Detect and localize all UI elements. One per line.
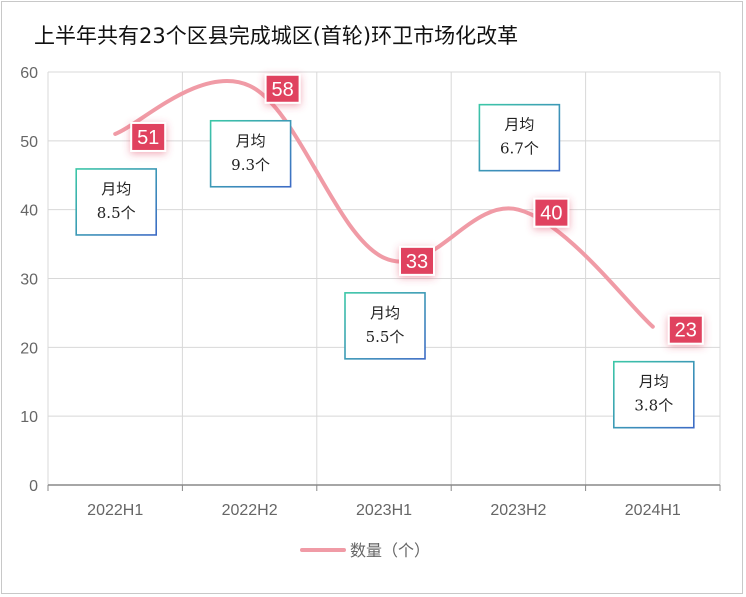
x-tick-label: 2022H1 bbox=[87, 502, 143, 519]
annotation-box: 月均 9.3个 bbox=[209, 119, 292, 188]
legend[interactable]: 数量（个） bbox=[300, 541, 430, 560]
legend-label: 数量（个） bbox=[350, 541, 430, 560]
data-label-bg bbox=[264, 73, 301, 104]
annotation-line2: 9.3个 bbox=[231, 156, 270, 174]
annotation-line2: 5.5个 bbox=[366, 328, 405, 346]
y-tick-label: 50 bbox=[20, 134, 38, 151]
data-label-bg bbox=[399, 245, 435, 276]
x-tick-label: 2023H2 bbox=[490, 502, 546, 519]
y-tick-label: 20 bbox=[20, 340, 38, 357]
data-label: 58 bbox=[264, 73, 301, 104]
annotation-line1: 月均 bbox=[639, 373, 669, 391]
annotation-line2: 8.5个 bbox=[97, 204, 136, 222]
data-label: 51 bbox=[130, 121, 167, 152]
axis-layer: 0 10 20 30 40 50 60 2022H1 2022H2 2023H1 2023H2 202… bbox=[20, 65, 721, 519]
data-label-bg bbox=[533, 197, 570, 228]
series-line-layer bbox=[113, 78, 655, 329]
annotation-box: 月均 5.5个 bbox=[344, 292, 426, 360]
x-tick-label: 2024H1 bbox=[625, 502, 681, 519]
annotation-border bbox=[75, 168, 157, 236]
y-tick-label: 30 bbox=[20, 272, 38, 289]
annotation-line1: 月均 bbox=[504, 116, 534, 134]
x-tick-label: 2023H1 bbox=[356, 502, 412, 519]
data-label: 23 bbox=[667, 314, 704, 345]
data-label: 40 bbox=[533, 197, 570, 228]
data-label-text: 23 bbox=[675, 320, 697, 342]
data-label-text: 40 bbox=[540, 203, 562, 225]
annotation-border bbox=[209, 119, 292, 188]
annotation-line1: 月均 bbox=[236, 132, 266, 150]
data-label: 33 bbox=[399, 245, 435, 276]
annotation-border bbox=[344, 292, 426, 360]
chart-title: 上半年共有23个区县完成城区(首轮)环卫市场化改革 bbox=[34, 24, 519, 48]
y-tick-label: 10 bbox=[20, 409, 38, 426]
annotation-line2: 3.8个 bbox=[634, 397, 673, 415]
annotation-box: 月均 8.5个 bbox=[75, 168, 157, 236]
annotation-box: 月均 3.8个 bbox=[612, 360, 695, 429]
annotation-box: 月均 6.7个 bbox=[478, 103, 561, 172]
data-label-bg bbox=[130, 121, 167, 152]
series-line bbox=[113, 78, 655, 329]
annotation-line2: 6.7个 bbox=[500, 140, 539, 158]
annotation-line1: 月均 bbox=[370, 304, 400, 322]
x-tick-label: 2022H2 bbox=[222, 502, 278, 519]
annotation-border bbox=[478, 103, 561, 172]
data-label-text: 33 bbox=[406, 251, 428, 273]
annotation-line1: 月均 bbox=[101, 180, 131, 198]
data-label-text: 58 bbox=[271, 79, 293, 101]
annotation-border bbox=[612, 360, 695, 429]
y-tick-label: 40 bbox=[20, 203, 38, 220]
data-label-text: 51 bbox=[137, 127, 159, 149]
y-tick-label: 60 bbox=[20, 65, 38, 82]
data-label-bg bbox=[667, 314, 704, 345]
y-tick-label: 0 bbox=[29, 478, 38, 495]
data-label-layer: 51 58 33 40 23 bbox=[130, 73, 704, 345]
